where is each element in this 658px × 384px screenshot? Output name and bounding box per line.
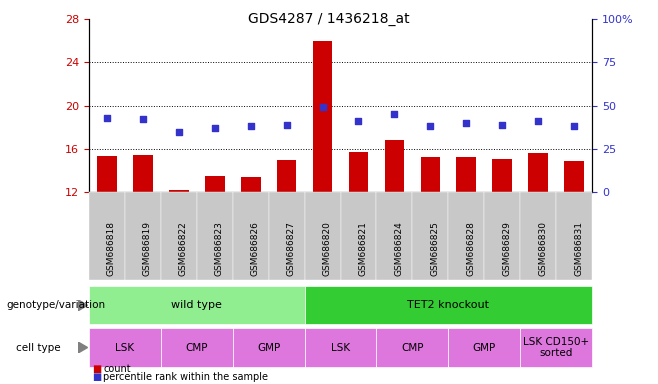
Text: GSM686823: GSM686823 <box>215 222 224 276</box>
Text: GSM686818: GSM686818 <box>107 222 116 276</box>
Point <box>533 118 544 124</box>
Text: GSM686826: GSM686826 <box>251 222 260 276</box>
Text: CMP: CMP <box>186 343 208 353</box>
Text: TET2 knockout: TET2 knockout <box>407 300 490 310</box>
Point <box>282 121 292 127</box>
Text: GSM686822: GSM686822 <box>179 222 188 276</box>
Text: GSM686829: GSM686829 <box>502 222 511 276</box>
Bar <box>133 155 153 192</box>
Bar <box>420 157 440 192</box>
Text: LSK: LSK <box>115 343 134 353</box>
Text: ■: ■ <box>92 372 101 382</box>
Text: GSM686825: GSM686825 <box>430 222 440 276</box>
Bar <box>313 41 332 192</box>
Bar <box>457 157 476 192</box>
Text: GSM686821: GSM686821 <box>359 222 367 276</box>
Text: GMP: GMP <box>472 343 496 353</box>
Bar <box>384 140 404 192</box>
Point <box>209 125 220 131</box>
Text: LSK CD150+
sorted: LSK CD150+ sorted <box>523 337 590 358</box>
Bar <box>169 190 189 192</box>
Bar <box>241 177 261 192</box>
Polygon shape <box>78 342 88 353</box>
Bar <box>565 161 584 192</box>
Text: GSM686830: GSM686830 <box>538 222 547 276</box>
Text: CMP: CMP <box>401 343 424 353</box>
Bar <box>528 153 548 192</box>
Point <box>425 123 436 129</box>
Point <box>461 120 472 126</box>
Text: cell type: cell type <box>16 343 61 353</box>
Text: GSM686831: GSM686831 <box>574 222 583 276</box>
Point <box>389 111 399 118</box>
Text: wild type: wild type <box>171 300 222 310</box>
Point <box>174 128 184 135</box>
Point <box>353 118 364 124</box>
Text: GSM686824: GSM686824 <box>394 222 403 276</box>
Point <box>245 123 256 129</box>
Bar <box>277 160 297 192</box>
Text: ■: ■ <box>92 364 101 374</box>
Text: genotype/variation: genotype/variation <box>7 300 106 310</box>
Point <box>569 123 580 129</box>
Point <box>497 121 507 127</box>
Bar <box>492 159 512 192</box>
Text: GSM686820: GSM686820 <box>322 222 332 276</box>
Bar <box>349 152 368 192</box>
Text: GSM686827: GSM686827 <box>287 222 295 276</box>
Text: GDS4287 / 1436218_at: GDS4287 / 1436218_at <box>248 12 410 25</box>
Text: GMP: GMP <box>257 343 280 353</box>
Point <box>138 116 148 122</box>
Bar <box>97 156 116 192</box>
Bar <box>205 176 224 192</box>
Point <box>101 115 112 121</box>
Text: LSK: LSK <box>331 343 350 353</box>
Text: percentile rank within the sample: percentile rank within the sample <box>103 372 268 382</box>
Text: GSM686819: GSM686819 <box>143 222 152 276</box>
Text: GSM686828: GSM686828 <box>467 222 475 276</box>
Polygon shape <box>78 300 88 311</box>
Text: count: count <box>103 364 131 374</box>
Point <box>317 104 328 111</box>
